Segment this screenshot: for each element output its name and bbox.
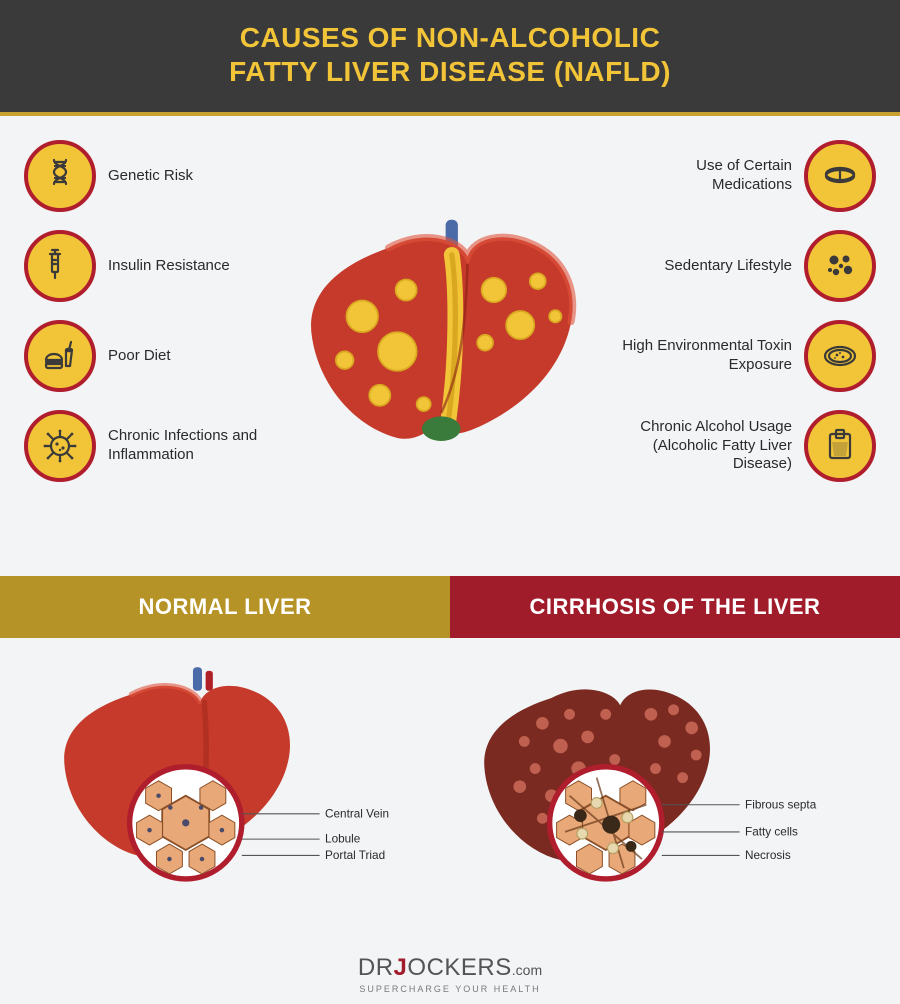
petri-icon [804,320,876,392]
fatty-liver-illustration [292,134,608,568]
title-line-2: FATTY LIVER DISEASE (NAFLD) [10,56,890,88]
callout-fibrous-septa: Fibrous septa [745,799,817,812]
cause-label: Genetic Risk [108,167,193,186]
cause-label: High Environmental Toxin Exposure [616,337,792,375]
comparison-header: NORMAL LIVER CIRRHOSIS OF THE LIVER [0,576,900,638]
cause-label: Chronic Infections and Inflammation [108,427,284,465]
cause-label: Sedentary Lifestyle [664,257,792,276]
dots-icon [804,230,876,302]
cause-alcohol: Chronic Alcohol Usage (Alcoholic Fatty L… [616,410,876,482]
title-header: CAUSES OF NON-ALCOHOLIC FATTY LIVER DISE… [0,0,900,116]
cause-medications: Use of Certain Medications [616,140,876,212]
footer-brand: DRJOCKERS.com SUPERCHARGE YOUR HEALTH [0,948,900,1004]
cause-label: Poor Diet [108,347,171,366]
normal-liver-title: NORMAL LIVER [0,576,450,638]
normal-liver-panel: Central Vein Lobule Portal Triad [30,652,450,940]
cause-label: Use of Certain Medications [616,157,792,195]
causes-section: Genetic Risk Insulin Resistance Poor Die… [0,116,900,576]
brand-logo: DRJOCKERS.com [0,954,900,982]
syringe-icon [24,230,96,302]
title-line-1: CAUSES OF NON-ALCOHOLIC [10,22,890,54]
cause-label: Chronic Alcohol Usage (Alcoholic Fatty L… [616,418,792,474]
cause-genetic-risk: Genetic Risk [24,140,284,212]
dna-icon [24,140,96,212]
cirrhosis-liver-panel: Fibrous septa Fatty cells Necrosis [450,652,870,940]
brand-tld: .com [512,962,542,978]
callout-necrosis: Necrosis [745,849,791,862]
pill-icon [804,140,876,212]
left-causes-column: Genetic Risk Insulin Resistance Poor Die… [24,134,284,568]
fastfood-icon [24,320,96,392]
right-causes-column: Use of Certain Medications Sedentary Lif… [616,134,876,568]
glass-icon [804,410,876,482]
cause-poor-diet: Poor Diet [24,320,284,392]
cause-chronic-infections: Chronic Infections and Inflammation [24,410,284,482]
brand-accent: J [394,954,408,981]
callout-lobule: Lobule [325,833,361,846]
cause-sedentary: Sedentary Lifestyle [616,230,876,302]
callout-central-vein: Central Vein [325,808,389,821]
virus-icon [24,410,96,482]
cause-insulin-resistance: Insulin Resistance [24,230,284,302]
cause-toxin-exposure: High Environmental Toxin Exposure [616,320,876,392]
callout-fatty-cells: Fatty cells [745,826,798,839]
cirrhosis-liver-title: CIRRHOSIS OF THE LIVER [450,576,900,638]
brand-tagline: SUPERCHARGE YOUR HEALTH [0,984,900,994]
brand-suffix: OCKERS [407,954,511,981]
brand-prefix: DR [358,954,394,981]
cause-label: Insulin Resistance [108,257,230,276]
comparison-body: Central Vein Lobule Portal Triad [0,638,900,948]
callout-portal-triad: Portal Triad [325,849,385,862]
